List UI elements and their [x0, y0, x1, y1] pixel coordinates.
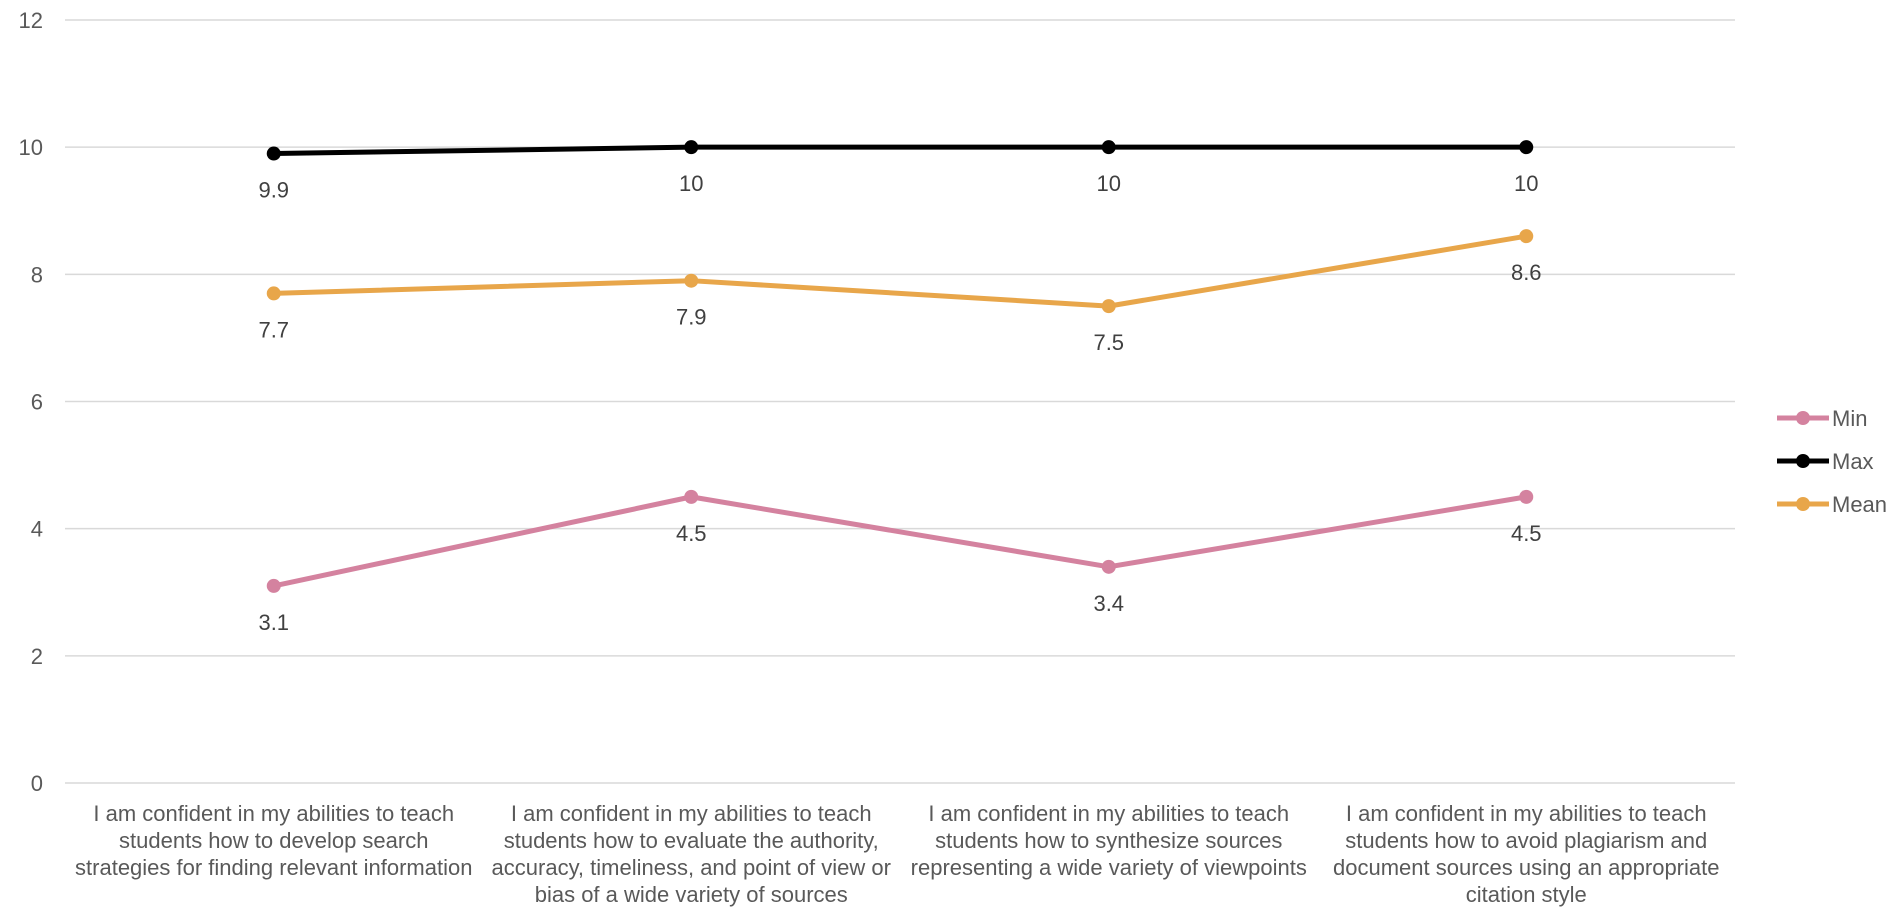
x-category-label: I am confident in my abilities to teach …	[491, 801, 891, 907]
data-label-max: 10	[1097, 171, 1121, 196]
legend-marker-max	[1796, 454, 1810, 468]
y-tick-label: 0	[31, 771, 43, 796]
data-labels: 3.1 4.5 3.4 4.5 9.9 10 10 10 7.7 7.9 7.5 8.6	[258, 171, 1541, 635]
x-category-label: I am confident in my abilities to teach …	[910, 801, 1307, 880]
data-label-mean: 8.6	[1511, 260, 1542, 285]
data-label-min: 3.1	[258, 610, 289, 635]
data-point-mean	[1101, 299, 1116, 314]
series-line-max	[271, 144, 1529, 157]
legend-label-max: Max	[1832, 449, 1874, 474]
data-label-min: 4.5	[676, 521, 707, 546]
data-label-max: 9.9	[258, 178, 289, 203]
legend-marker-mean	[1796, 497, 1810, 511]
data-point-mean	[266, 286, 281, 301]
data-point-max	[1519, 140, 1534, 155]
data-point-min	[1519, 489, 1534, 504]
series-line-mean	[271, 233, 1529, 309]
series-line-min	[271, 494, 1529, 589]
gridlines	[65, 19, 1735, 784]
data-point-min	[684, 489, 699, 504]
y-axis-tick-labels: 0 2 4 6 8 10 12	[19, 8, 43, 796]
data-point-min	[1101, 559, 1116, 574]
legend-label-mean: Mean	[1832, 492, 1887, 517]
data-label-max: 10	[1514, 171, 1538, 196]
legend-label-min: Min	[1832, 406, 1867, 431]
data-point-min	[266, 578, 281, 593]
data-label-max: 10	[679, 171, 703, 196]
data-label-min: 3.4	[1093, 591, 1124, 616]
data-label-mean: 7.9	[676, 305, 707, 330]
data-point-mean	[1519, 229, 1534, 244]
x-category-label: I am confident in my abilities to teach …	[1333, 801, 1720, 907]
data-label-mean: 7.7	[258, 317, 289, 342]
legend: Min Max Mean	[1777, 406, 1887, 517]
y-tick-label: 6	[31, 390, 43, 415]
series-lines	[271, 144, 1529, 589]
data-point-max	[266, 146, 281, 161]
x-category-label: I am confident in my abilities to teach …	[75, 801, 473, 880]
y-tick-label: 4	[31, 517, 43, 542]
y-tick-label: 2	[31, 644, 43, 669]
y-tick-label: 12	[19, 8, 43, 33]
data-label-min: 4.5	[1511, 521, 1542, 546]
legend-marker-min	[1796, 411, 1810, 425]
data-point-max	[684, 140, 699, 155]
y-tick-label: 10	[19, 135, 43, 160]
data-point-max	[1101, 140, 1116, 155]
series-points	[266, 140, 1534, 593]
data-point-mean	[684, 273, 699, 288]
data-label-mean: 7.5	[1093, 330, 1124, 355]
y-tick-label: 8	[31, 262, 43, 287]
